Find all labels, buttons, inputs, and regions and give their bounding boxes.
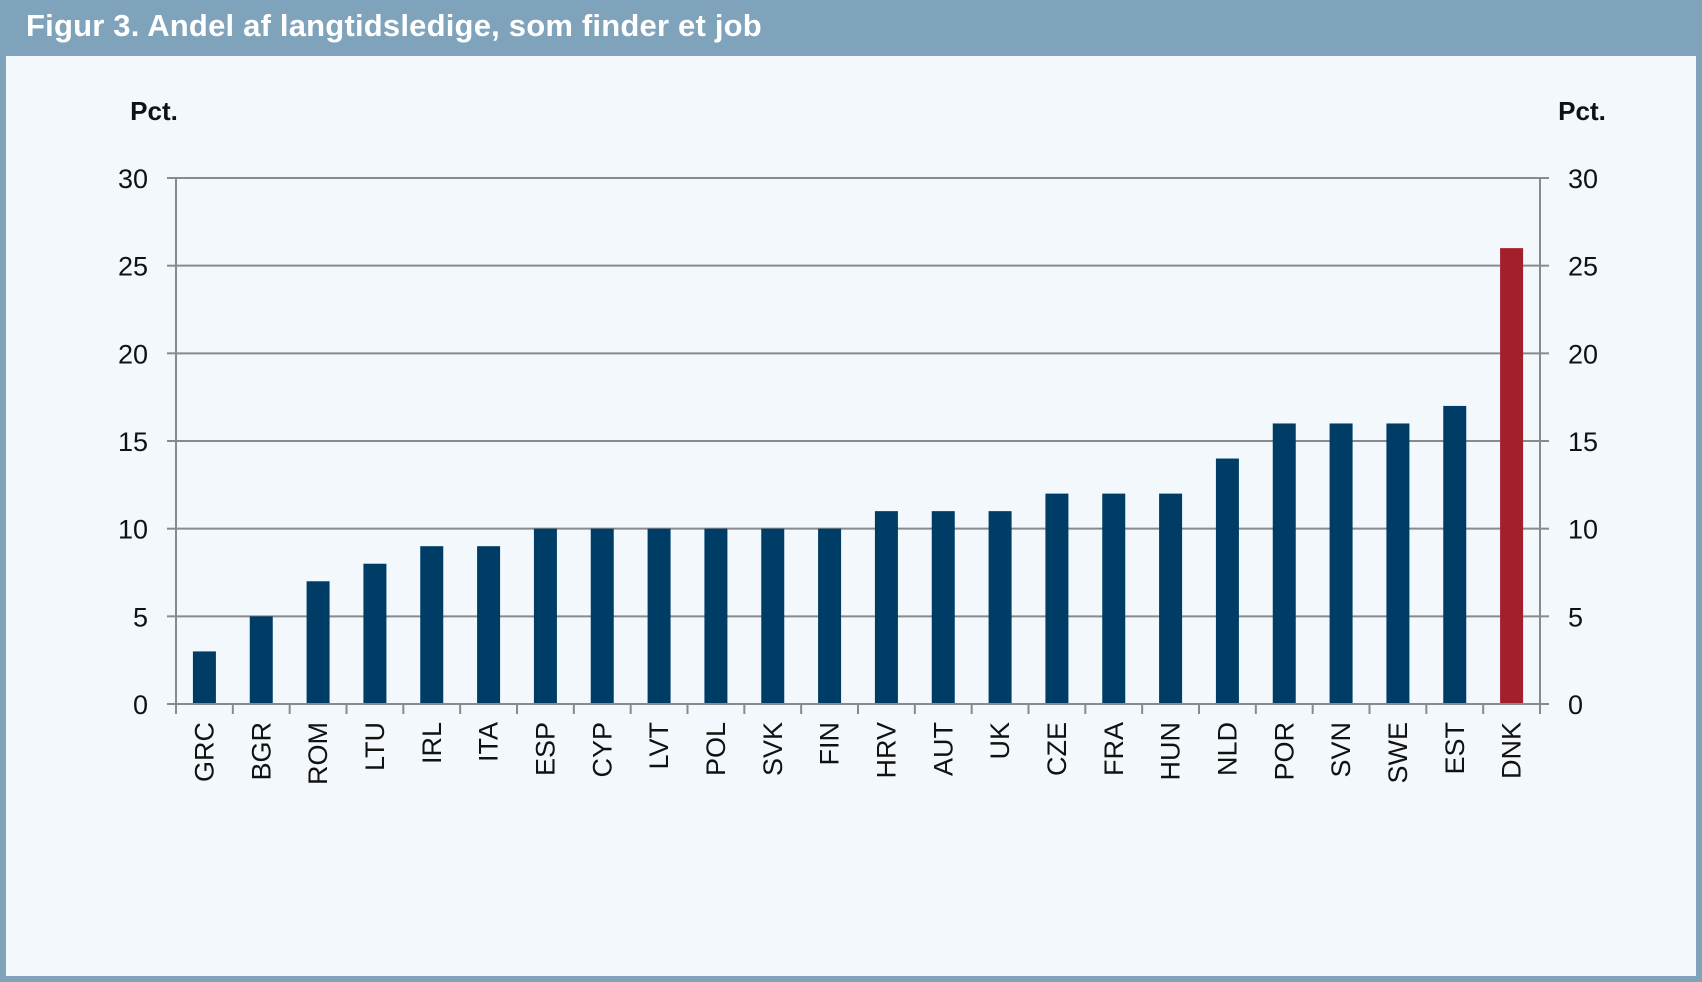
bar-dnk — [1500, 248, 1524, 704]
bar-fin — [818, 528, 842, 704]
category-label: UK — [985, 722, 1015, 760]
figure-title: Figur 3. Andel af langtidsledige, som fi… — [26, 8, 762, 43]
bar-esp — [533, 528, 557, 704]
right-tick-label: 5 — [1568, 602, 1583, 632]
category-label: CYP — [587, 722, 617, 778]
bar-aut — [931, 511, 955, 704]
right-tick-label: 20 — [1568, 339, 1598, 369]
left-tick-label: 5 — [133, 602, 148, 632]
right-tick-label: 15 — [1568, 427, 1598, 457]
left-unit-label: Pct. — [130, 96, 178, 126]
bar-hun — [1159, 493, 1183, 704]
bar-svn — [1329, 423, 1353, 704]
bar-uk — [988, 511, 1012, 704]
category-label: LVT — [644, 722, 674, 770]
bar-chart: 0 0 5 5 10 10 15 15 20 20 25 25 30 30 Pct. Pct. GRC BGR RO… — [118, 96, 1606, 785]
chart-panel: 0 0 5 5 10 10 15 15 20 20 25 25 30 30 Pct. Pct. GRC BGR RO… — [6, 56, 1696, 976]
right-tick-label: 25 — [1568, 252, 1598, 282]
bar-swe — [1386, 423, 1410, 704]
category-label: NLD — [1212, 722, 1242, 776]
category-label: IRL — [417, 722, 447, 764]
category-label: GRC — [189, 722, 219, 782]
right-tick-label: 10 — [1568, 515, 1598, 545]
bar-rom — [306, 581, 330, 704]
category-label: SVN — [1326, 722, 1356, 778]
category-label: EST — [1440, 722, 1470, 775]
bar-svk — [761, 528, 785, 704]
left-tick-label: 25 — [118, 252, 148, 282]
gridlines — [176, 177, 1540, 618]
left-tick-label: 10 — [118, 515, 148, 545]
left-tick-label: 0 — [133, 690, 148, 720]
bar-est — [1443, 405, 1467, 704]
bar-lvt — [647, 528, 671, 704]
category-label: POR — [1269, 722, 1299, 781]
category-label: SWE — [1383, 722, 1413, 784]
bar-cyp — [590, 528, 614, 704]
left-tick-label: 20 — [118, 339, 148, 369]
category-label: BGR — [246, 722, 276, 781]
bar-ltu — [363, 563, 387, 704]
bars — [192, 248, 1524, 704]
category-label: FIN — [815, 722, 845, 766]
bar-pol — [704, 528, 728, 704]
category-label: HRV — [871, 722, 901, 779]
bar-por — [1272, 423, 1296, 704]
bar-grc — [192, 651, 216, 704]
axis-labels: 0 0 5 5 10 10 15 15 20 20 25 25 30 30 Pct. Pct. GRC BGR RO… — [118, 96, 1606, 785]
left-tick-label: 15 — [118, 427, 148, 457]
bar-ita — [477, 546, 501, 704]
axes — [167, 177, 1549, 714]
bar-nld — [1215, 458, 1239, 704]
category-label: LTU — [360, 722, 390, 771]
category-label: SVK — [758, 722, 788, 776]
category-label: CZE — [1042, 722, 1072, 776]
bar-hrv — [874, 511, 898, 704]
category-label: AUT — [928, 722, 958, 776]
bar-bgr — [249, 616, 273, 704]
bar-cze — [1045, 493, 1069, 704]
right-unit-label: Pct. — [1558, 96, 1606, 126]
right-tick-label: 30 — [1568, 164, 1598, 194]
right-tick-label: 0 — [1568, 690, 1583, 720]
category-label: HUN — [1156, 722, 1186, 781]
title-bar: Figur 3. Andel af langtidsledige, som fi… — [0, 0, 1702, 56]
category-label: ESP — [530, 722, 560, 776]
left-tick-label: 30 — [118, 164, 148, 194]
bar-fra — [1102, 493, 1126, 704]
bar-irl — [420, 546, 444, 704]
category-label: ROM — [303, 722, 333, 785]
category-label: ITA — [474, 722, 504, 762]
category-label: FRA — [1099, 722, 1129, 776]
category-label: POL — [701, 722, 731, 776]
category-label: DNK — [1497, 722, 1527, 779]
